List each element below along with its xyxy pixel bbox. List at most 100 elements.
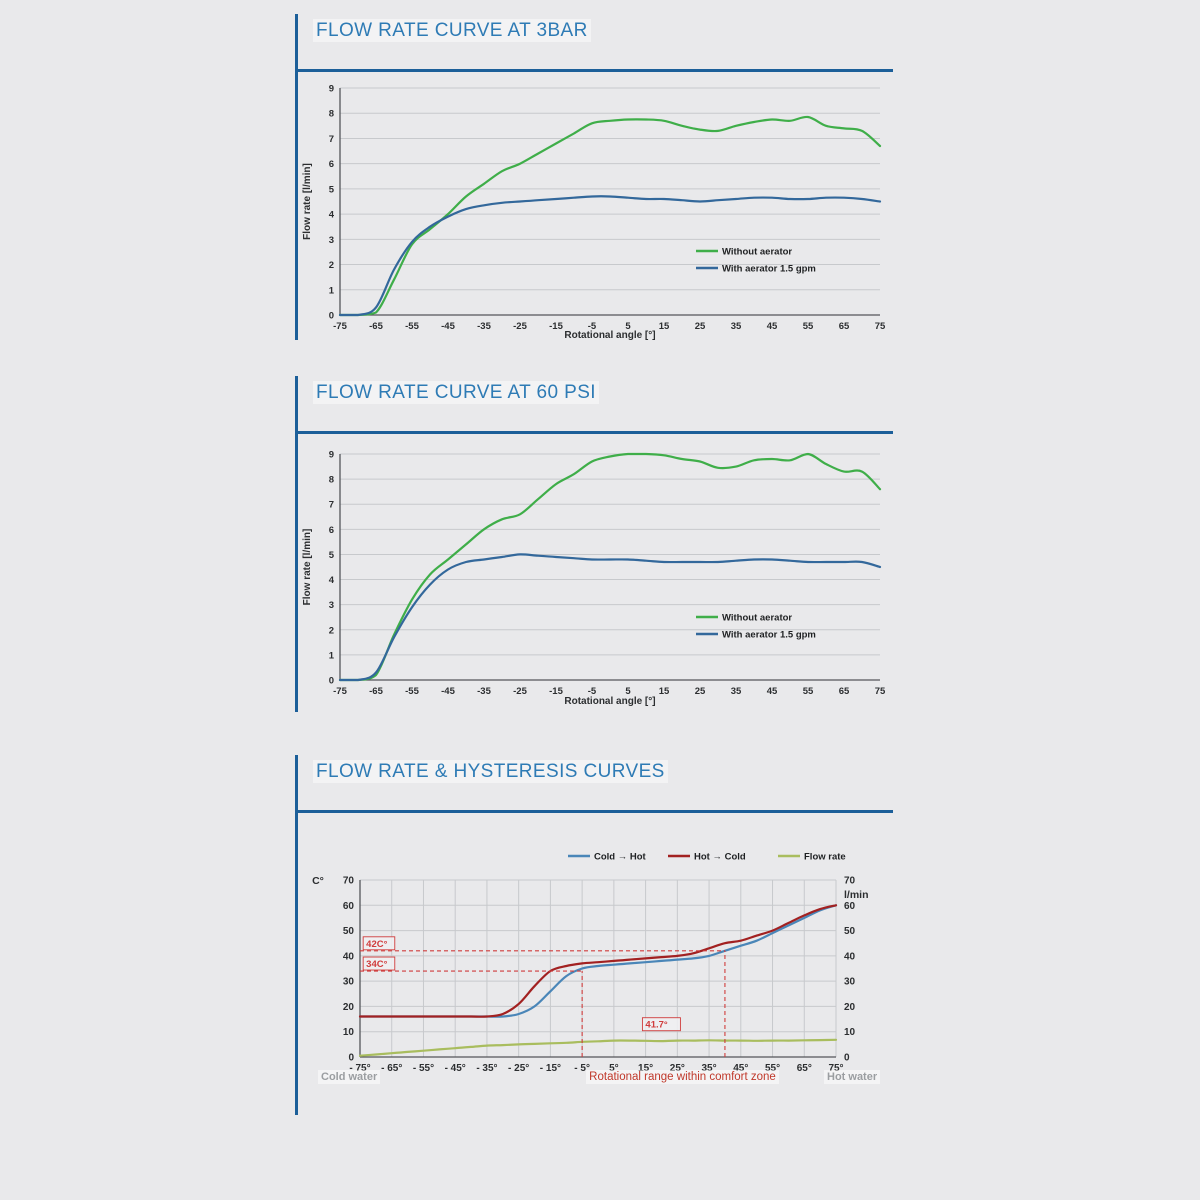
chart-text: 3 xyxy=(329,600,334,611)
chart-text: 6 xyxy=(329,159,334,170)
chart-text: -55 xyxy=(405,321,419,332)
chart-text: 40 xyxy=(343,951,355,962)
section1-rule xyxy=(296,69,893,72)
chart-text: 4 xyxy=(329,210,335,221)
cold-water-label: Cold water xyxy=(318,1070,381,1084)
chart-text: 10 xyxy=(343,1027,355,1038)
section2-accent-bar xyxy=(295,376,298,712)
chart-text: -65 xyxy=(369,686,383,697)
chart-text: 34C° xyxy=(366,959,387,970)
chart-text: 35 xyxy=(731,321,742,332)
chart-text: -35 xyxy=(477,686,491,697)
chart-text: 35 xyxy=(731,686,742,697)
chart-text: 65 xyxy=(839,321,850,332)
chart-text: 60 xyxy=(844,901,856,912)
chart-text: 30 xyxy=(343,977,355,988)
chart-text: - 75° xyxy=(349,1063,370,1074)
chart-text: -55 xyxy=(405,686,419,697)
chart-text: 20 xyxy=(844,1002,856,1013)
chart-text: 45 xyxy=(767,321,778,332)
annotation-box xyxy=(641,1017,681,1032)
chart-text: Hot → Cold xyxy=(694,852,746,863)
chart-text: - 25° xyxy=(508,1063,529,1074)
chart-text: -5 xyxy=(588,321,597,332)
chart-text: 3 xyxy=(329,235,334,246)
chart-text: -45 xyxy=(441,686,455,697)
hot-water-label: Hot water xyxy=(824,1070,881,1084)
chart-text: 7 xyxy=(329,134,334,145)
chart-text: Rotational angle [°] xyxy=(564,330,655,341)
chart-text: -75 xyxy=(333,321,347,332)
section1-accent-bar xyxy=(295,14,298,340)
chart-text: 25 xyxy=(695,686,706,697)
chart-text: -25 xyxy=(513,321,527,332)
chart-text: 4 xyxy=(329,575,335,586)
chart-text: -5 xyxy=(588,686,597,697)
chart-text: 35° xyxy=(702,1063,717,1074)
chart-text: -35 xyxy=(477,321,491,332)
chart-text: 65° xyxy=(797,1063,812,1074)
chart-text: Flow rate [l/min] xyxy=(302,163,313,240)
chart-text: 55° xyxy=(765,1063,780,1074)
chart-text: 60 xyxy=(343,901,355,912)
chart-text: -75 xyxy=(333,686,347,697)
chart-text: - 65° xyxy=(381,1063,402,1074)
chart-text: 30 xyxy=(844,977,856,988)
chart-text: 9 xyxy=(329,450,334,461)
chart-text: Without aerator xyxy=(722,247,792,258)
chart-text: 5 xyxy=(625,686,631,697)
series-line-2 xyxy=(358,1038,838,1057)
series-line-0 xyxy=(338,115,882,317)
chart-text: -15 xyxy=(549,686,563,697)
chart-text: 1 xyxy=(329,650,335,661)
chart-text: -65 xyxy=(369,321,383,332)
series-line-1 xyxy=(338,195,882,317)
section1-title: FLOW RATE CURVE AT 3BAR xyxy=(313,19,591,42)
chart-text: 75 xyxy=(875,321,886,332)
annotation-box xyxy=(362,956,396,971)
chart-text: -15 xyxy=(549,321,563,332)
chart-text: 20 xyxy=(343,1002,355,1013)
chart-text: Cold → Hot xyxy=(594,852,647,863)
chart-text: 2 xyxy=(329,625,334,636)
chart-text: 1 xyxy=(329,285,335,296)
chart-text: 70 xyxy=(343,876,355,887)
chart-text: 10 xyxy=(844,1027,856,1038)
comfort-zone-label: Rotational range within comfort zone xyxy=(460,1070,905,1084)
chart-text: Rotational angle [°] xyxy=(564,696,655,707)
chart-text: 6 xyxy=(329,525,334,536)
chart-text: 45 xyxy=(767,686,778,697)
chart-text: 0 xyxy=(329,311,334,322)
chart-text: Without aerator xyxy=(722,613,792,624)
chart-text: 75 xyxy=(875,686,886,697)
chart-text: -25 xyxy=(513,686,527,697)
chart-text: 5 xyxy=(329,550,335,561)
chart-text: 42C° xyxy=(366,939,387,950)
hysteresis-chart: 0 0 10 10 20 20 30 30 40 40 50 50 60 60 70 70 - 75° - 65°… xyxy=(312,852,868,1075)
chart-text: 25 xyxy=(695,321,706,332)
section3-rule xyxy=(296,810,893,813)
chart-text: 0 xyxy=(844,1053,850,1064)
chart-text: 0 xyxy=(329,676,334,687)
annotation-box xyxy=(362,936,396,951)
section2-rule xyxy=(296,431,893,434)
chart-text: 40 xyxy=(844,951,856,962)
chart-text: With aerator 1.5 gpm xyxy=(722,264,816,275)
chart-text: 2 xyxy=(329,260,334,271)
chart-text: 55 xyxy=(803,321,814,332)
chart-text: 50 xyxy=(844,926,856,937)
chart-text: - 55° xyxy=(413,1063,434,1074)
chart-text: 65 xyxy=(839,686,850,697)
chart-text: 15 xyxy=(659,686,670,697)
chart-text: 70 xyxy=(844,876,856,887)
chart-text: C° xyxy=(312,875,324,887)
series-line-0 xyxy=(358,904,838,1018)
chart-text: 5 xyxy=(329,184,335,195)
chart-text: 8 xyxy=(329,109,334,120)
chart-text: With aerator 1.5 gpm xyxy=(722,630,816,641)
chart-text: 7 xyxy=(329,500,334,511)
chart-text: 0 xyxy=(348,1053,354,1064)
